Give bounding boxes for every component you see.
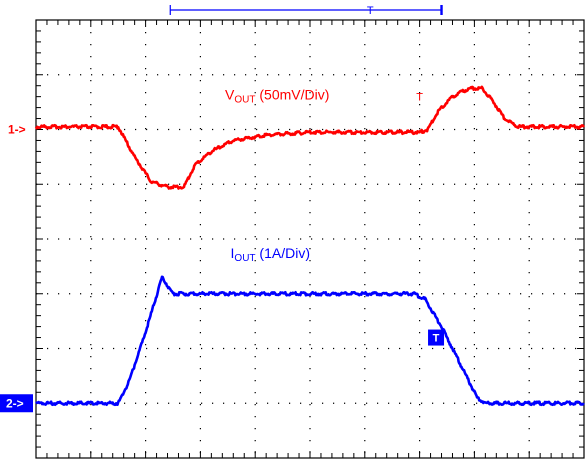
- grid: [36, 20, 584, 458]
- channel-2-marker: 2->: [0, 394, 33, 413]
- vout-label-rest: (50mV/Div): [256, 86, 330, 102]
- timebase-bracket: T: [169, 5, 443, 17]
- bracket-trigger-label: T: [367, 5, 374, 17]
- channel-2-marker-box: [0, 394, 33, 413]
- vout-series-label: VOUT (50mV/Div): [225, 86, 329, 105]
- channel-1-marker-label: 1->: [8, 123, 26, 137]
- iout-trigger-marker-label: T: [433, 333, 440, 345]
- iout-trigger-marker: T: [428, 329, 445, 346]
- vout-label-sub: OUT: [234, 94, 255, 105]
- iout-trace: [35, 275, 585, 407]
- vout-trace: [34, 85, 586, 190]
- iout-label-main: I: [231, 245, 235, 261]
- iout-series-label: IOUT (1A/Div): [231, 245, 310, 264]
- channel-2-marker-label: 2->: [6, 396, 24, 410]
- vout-label-main: V: [225, 86, 235, 102]
- iout-label-sub: OUT: [234, 253, 255, 264]
- tick-marks: [36, 20, 584, 458]
- channel-1-marker: 1->: [8, 123, 26, 137]
- iout-label-rest: (1A/Div): [256, 245, 310, 261]
- iout-trigger-marker-box: [428, 329, 445, 346]
- vout-trigger-marker: T: [416, 92, 423, 104]
